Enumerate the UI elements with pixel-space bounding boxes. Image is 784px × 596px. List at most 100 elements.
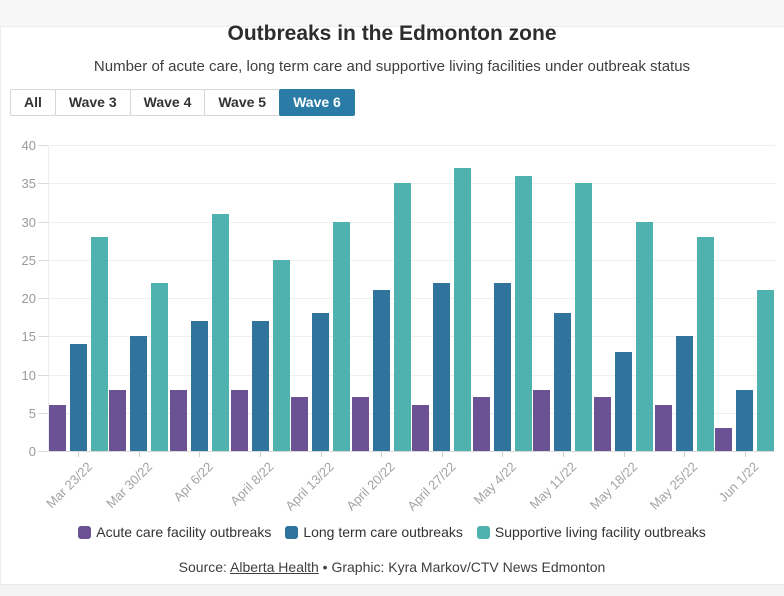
y-axis-tick-label: 20 <box>21 291 36 306</box>
x-axis-tick-label: May 25/22 <box>647 459 701 513</box>
bar-supportive-May-18-22[interactable] <box>636 221 654 451</box>
bar-long-April-13-22[interactable] <box>312 313 330 451</box>
source-label: Source: <box>178 559 231 575</box>
y-axis-tick-mark <box>38 259 48 261</box>
source-credit-line: Source: Alberta Health • Graphic: Kyra M… <box>0 559 784 575</box>
left-edge-border <box>0 27 1 596</box>
separator: • <box>318 559 332 575</box>
tab-all[interactable]: All <box>10 89 56 116</box>
x-axis-tick-label: May 4/22 <box>470 459 519 508</box>
bar-long-May-4-22[interactable] <box>493 282 511 451</box>
bar-long-May-11-22[interactable] <box>554 313 572 451</box>
x-axis-tick-mark <box>441 452 443 457</box>
legend-swatch-icon <box>476 525 490 539</box>
x-axis-tick-label: April 8/22 <box>227 459 277 509</box>
bar-long-April-20-22[interactable] <box>372 290 390 451</box>
x-axis-tick-mark <box>381 452 383 457</box>
bar-acute-April-20-22[interactable] <box>351 397 369 451</box>
x-axis-tick-label: Mar 23/22 <box>42 459 95 512</box>
bar-long-Apr-6-22[interactable] <box>190 320 208 451</box>
legend-label: Supportive living facility outbreaks <box>494 524 706 540</box>
bar-acute-Apr-6-22[interactable] <box>169 389 187 451</box>
x-axis-tick-label: May 11/22 <box>526 459 580 512</box>
tab-wave-5[interactable]: Wave 5 <box>204 89 281 116</box>
gridline <box>48 221 775 223</box>
y-axis-tick-label: 25 <box>21 252 36 268</box>
x-axis-tick-label: April 27/22 <box>403 459 459 514</box>
source-link[interactable]: Alberta Health <box>230 559 319 575</box>
gridline <box>48 183 775 185</box>
wave-filter-tabs: All Wave 3 Wave 4 Wave 5 Wave 6 <box>10 89 355 116</box>
gridline <box>48 145 775 146</box>
y-axis-tick-mark <box>38 183 48 185</box>
bar-supportive-Mar-30-22[interactable] <box>151 282 169 451</box>
bar-long-Jun-1-22[interactable] <box>736 389 754 451</box>
bar-long-April-8-22[interactable] <box>251 320 269 451</box>
x-axis-tick-label: Mar 30/22 <box>103 459 156 512</box>
bar-long-April-27-22[interactable] <box>433 282 451 451</box>
bar-supportive-Jun-1-22[interactable] <box>757 290 775 451</box>
page-subtitle: Number of acute care, long term care and… <box>93 58 691 75</box>
bar-supportive-May-25-22[interactable] <box>696 236 714 451</box>
bar-supportive-May-11-22[interactable] <box>575 183 593 451</box>
chart-legend: Acute care facility outbreaks Long term c… <box>0 524 784 540</box>
y-axis-tick-mark <box>38 145 48 146</box>
bar-supportive-April-8-22[interactable] <box>272 259 290 451</box>
x-axis-tick-mark <box>138 452 140 457</box>
x-axis-tick-mark <box>260 452 262 457</box>
x-axis-tick-mark <box>320 452 322 457</box>
y-axis-tick-label: 30 <box>21 214 36 230</box>
y-axis-tick-mark <box>38 336 48 338</box>
y-axis-tick-mark <box>38 298 48 299</box>
x-axis-tick-mark <box>78 452 80 457</box>
x-axis-tick-label: May 18/22 <box>586 459 641 513</box>
bar-acute-Jun-1-22[interactable] <box>715 428 733 451</box>
bar-long-Mar-23-22[interactable] <box>69 343 87 451</box>
y-axis-tick-mark <box>38 412 48 414</box>
page-title: Outbreaks in the Edmonton zone <box>227 22 557 45</box>
y-axis-line <box>48 145 49 451</box>
bar-long-May-25-22[interactable] <box>675 336 693 451</box>
y-axis-tick-label: 35 <box>21 176 36 192</box>
bar-acute-May-18-22[interactable] <box>594 397 612 451</box>
legend-label: Acute care facility outbreaks <box>96 524 272 540</box>
legend-swatch-icon <box>78 525 92 539</box>
bar-supportive-May-4-22[interactable] <box>514 175 532 451</box>
y-axis-tick-label: 15 <box>21 329 36 345</box>
gridline <box>48 336 775 338</box>
y-axis-tick-label: 10 <box>21 367 36 383</box>
bar-acute-May-4-22[interactable] <box>472 397 490 451</box>
bar-supportive-Apr-6-22[interactable] <box>211 213 229 451</box>
tab-wave-4[interactable]: Wave 4 <box>129 89 206 116</box>
bar-supportive-April-27-22[interactable] <box>454 167 472 451</box>
x-axis-tick-label: Apr 6/22 <box>170 459 217 505</box>
bar-supportive-Mar-23-22[interactable] <box>90 236 108 451</box>
gridline <box>48 412 775 414</box>
bar-acute-April-13-22[interactable] <box>291 397 309 451</box>
bar-acute-Mar-30-22[interactable] <box>109 389 127 451</box>
bar-acute-May-11-22[interactable] <box>533 389 551 451</box>
credit-text: Graphic: Kyra Markov/CTV News Edmonton <box>331 559 606 575</box>
x-axis-line <box>48 451 775 452</box>
y-axis-tick-mark <box>38 374 48 376</box>
top-chrome-band <box>0 0 784 27</box>
bar-acute-April-8-22[interactable] <box>230 389 248 451</box>
legend-swatch-icon <box>285 525 299 539</box>
x-axis-tick-label: April 13/22 <box>282 459 338 514</box>
tab-wave-6[interactable]: Wave 6 <box>279 89 355 116</box>
legend-item-acute[interactable]: Acute care facility outbreaks <box>78 524 271 540</box>
bar-supportive-April-20-22[interactable] <box>393 183 411 451</box>
x-axis-tick-label: Jun 1/22 <box>715 459 762 505</box>
bar-long-Mar-30-22[interactable] <box>130 336 148 451</box>
x-axis-tick-mark <box>744 452 746 457</box>
gridline <box>48 374 775 376</box>
x-axis-tick-mark <box>199 452 201 457</box>
bar-long-May-18-22[interactable] <box>615 351 633 451</box>
bar-acute-Mar-23-22[interactable] <box>48 405 66 451</box>
legend-item-supportive[interactable]: Supportive living facility outbreaks <box>476 524 706 540</box>
bar-acute-April-27-22[interactable] <box>412 405 430 451</box>
bar-supportive-April-13-22[interactable] <box>333 221 351 451</box>
bar-acute-May-25-22[interactable] <box>654 405 672 451</box>
legend-item-long[interactable]: Long term care outbreaks <box>285 524 463 540</box>
